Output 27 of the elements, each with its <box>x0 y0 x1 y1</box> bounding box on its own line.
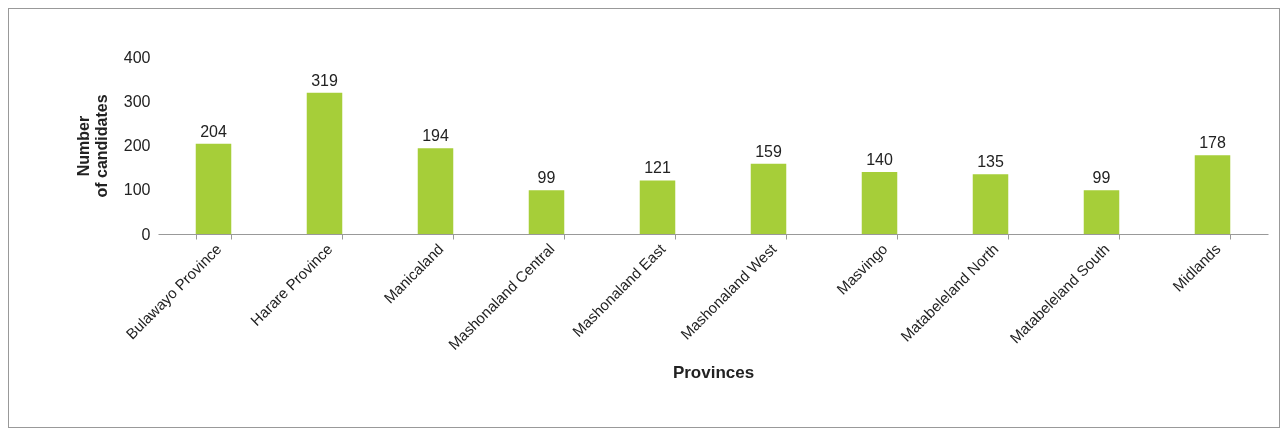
bar <box>750 163 787 234</box>
data-label: 194 <box>422 127 449 145</box>
data-label: 159 <box>755 142 782 160</box>
y-tick-label: 0 <box>141 225 151 243</box>
y-tick-label: 400 <box>123 48 151 66</box>
x-axis-title: Provinces <box>672 362 755 382</box>
data-label: 135 <box>977 153 1004 171</box>
y-tick-label: 200 <box>123 137 151 154</box>
bar <box>1194 155 1231 234</box>
bar <box>528 190 565 234</box>
y-tick-label: 100 <box>123 181 151 199</box>
data-label: 99 <box>1092 169 1111 187</box>
bar <box>195 143 232 234</box>
data-label: 121 <box>644 159 671 177</box>
bar <box>972 174 1009 234</box>
data-label: 319 <box>311 71 338 89</box>
y-tick-label: 300 <box>123 92 151 110</box>
bar <box>639 180 676 234</box>
data-label: 178 <box>1199 134 1226 152</box>
y-axis-title: Number of candidates <box>74 94 110 198</box>
bar <box>1083 190 1120 234</box>
bar <box>306 92 343 234</box>
bar <box>417 148 454 234</box>
data-label: 204 <box>200 122 227 140</box>
bar <box>861 172 898 234</box>
data-label: 140 <box>866 151 893 169</box>
data-label: 99 <box>537 169 556 187</box>
